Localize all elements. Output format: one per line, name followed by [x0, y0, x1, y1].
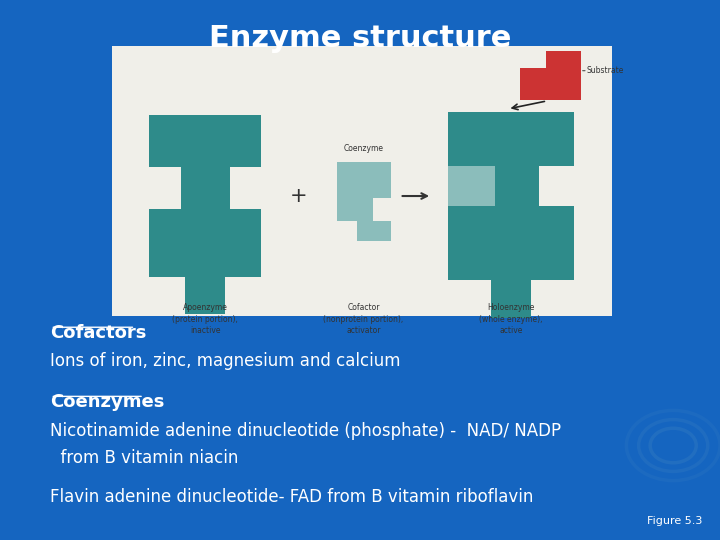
Polygon shape — [521, 51, 582, 100]
Polygon shape — [448, 112, 575, 280]
Text: Ions of iron, zinc, magnesium and calcium: Ions of iron, zinc, magnesium and calciu… — [50, 352, 401, 370]
Polygon shape — [491, 280, 531, 318]
Text: Nicotinamide adenine dinucleotide (phosphate) -  NAD/ NADP: Nicotinamide adenine dinucleotide (phosp… — [50, 422, 562, 440]
Text: Flavin adenine dinucleotide- FAD from B vitamin riboflavin: Flavin adenine dinucleotide- FAD from B … — [50, 488, 534, 505]
Text: Enzyme structure: Enzyme structure — [209, 24, 511, 53]
Text: Coenzymes: Coenzymes — [50, 393, 165, 411]
Text: +: + — [290, 186, 307, 206]
Polygon shape — [448, 166, 495, 206]
Text: Apoenzyme
(protein portion),
inactive: Apoenzyme (protein portion), inactive — [172, 303, 238, 335]
Polygon shape — [150, 115, 261, 277]
FancyBboxPatch shape — [112, 46, 612, 316]
Polygon shape — [337, 162, 390, 241]
Polygon shape — [185, 277, 225, 314]
Text: Cofactors: Cofactors — [50, 324, 147, 342]
Text: Figure 5.3: Figure 5.3 — [647, 516, 702, 526]
Text: Cofactor
(nonprotein portion),
activator: Cofactor (nonprotein portion), activator — [323, 303, 404, 335]
Text: Substrate: Substrate — [586, 66, 624, 75]
Text: from B vitamin niacin: from B vitamin niacin — [50, 449, 239, 467]
Text: Holoenzyme
(whole enzyme),
active: Holoenzyme (whole enzyme), active — [480, 303, 543, 335]
Text: Coenzyme: Coenzyme — [343, 144, 384, 153]
